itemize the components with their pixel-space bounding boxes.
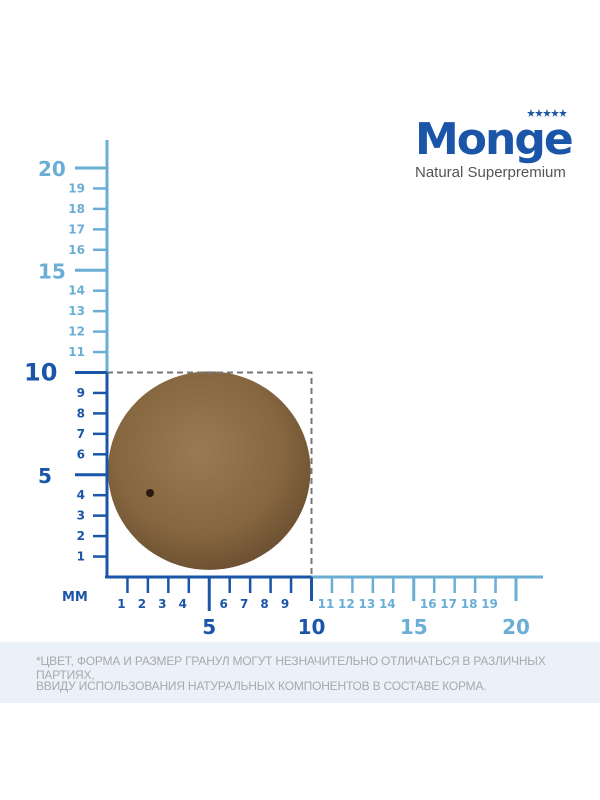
y-minor-label: 6: [77, 447, 85, 461]
x-major-label: 10: [298, 615, 326, 639]
y-minor-label: 18: [68, 202, 85, 216]
x-minor-label: 11: [318, 597, 335, 611]
y-minor-label: 14: [68, 284, 85, 298]
y-minor-label: 17: [68, 222, 85, 236]
unit-label: ММ: [62, 590, 88, 605]
x-minor-label: 13: [358, 597, 375, 611]
disclaimer-line-2: ВВИДУ ИСПОЛЬЗОВАНИЯ НАТУРАЛЬНЫХ КОМПОНЕН…: [36, 679, 487, 693]
y-minor-label: 8: [77, 406, 85, 420]
guide-box-outline: [107, 371, 313, 577]
y-minor-label: 11: [68, 345, 85, 359]
x-minor-label: 18: [461, 597, 478, 611]
x-minor-label: 1: [117, 597, 125, 611]
y-major-label: 5: [38, 464, 52, 488]
x-major-label: 15: [400, 615, 428, 639]
kibble-image: [108, 371, 311, 570]
brand-logo: Monge Natural Superpremium: [415, 109, 574, 181]
x-major-label: 20: [502, 615, 530, 639]
x-minor-label: 12: [338, 597, 355, 611]
x-minor-label: 16: [420, 597, 437, 611]
size-ruler: 1122334455667788991010111112121313141415…: [24, 140, 543, 639]
x-minor-label: 8: [260, 597, 268, 611]
stars-icon: [527, 109, 567, 117]
logo-wordmark: Monge: [415, 114, 574, 165]
disclaimer-line-1: *ЦВЕТ, ФОРМА И РАЗМЕР ГРАНУЛ МОГУТ НЕЗНА…: [36, 654, 546, 682]
y-minor-label: 9: [77, 386, 85, 400]
y-minor-label: 1: [77, 550, 85, 564]
y-minor-label: 4: [77, 488, 85, 502]
kibble-hole: [146, 489, 154, 497]
y-major-label: 20: [38, 157, 66, 181]
x-minor-label: 6: [220, 597, 228, 611]
x-minor-label: 2: [138, 597, 146, 611]
logo-tagline: Natural Superpremium: [415, 164, 566, 181]
x-minor-label: 7: [240, 597, 248, 611]
x-major-label: 5: [202, 615, 216, 639]
x-minor-label: 17: [440, 597, 457, 611]
y-major-label: 15: [38, 259, 66, 283]
disclaimer-banner: *ЦВЕТ, ФОРМА И РАЗМЕР ГРАНУЛ МОГУТ НЕЗНА…: [0, 642, 600, 703]
x-minor-label: 3: [158, 597, 166, 611]
y-minor-label: 7: [77, 427, 85, 441]
y-minor-label: 3: [77, 509, 85, 523]
y-minor-label: 16: [68, 243, 85, 257]
y-minor-label: 2: [77, 529, 85, 543]
y-minor-label: 12: [68, 325, 85, 339]
x-minor-label: 4: [179, 597, 187, 611]
x-minor-label: 14: [379, 597, 396, 611]
x-minor-label: 19: [481, 597, 498, 611]
y-major-label: 10: [24, 359, 57, 387]
y-minor-label: 13: [68, 304, 85, 318]
y-minor-label: 19: [68, 181, 85, 195]
x-minor-label: 9: [281, 597, 289, 611]
